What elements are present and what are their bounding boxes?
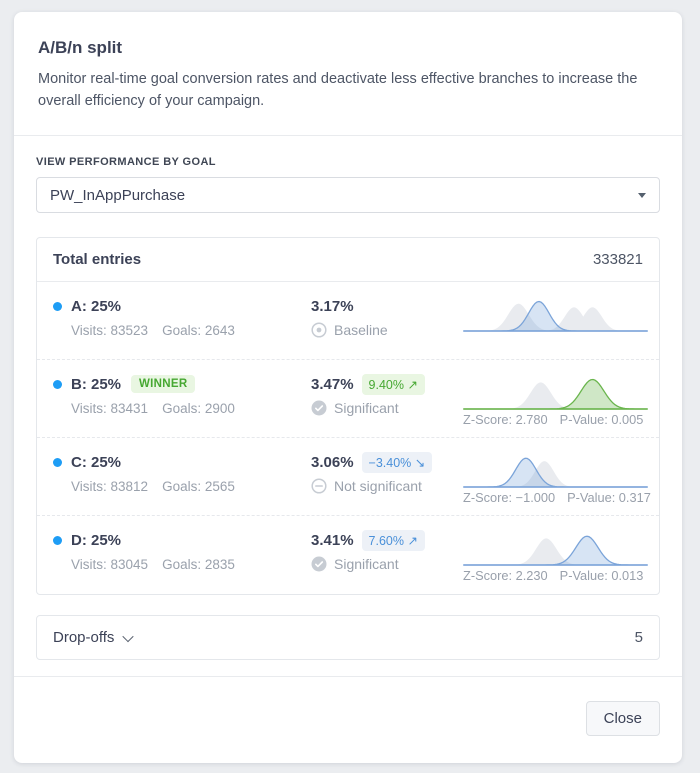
variant-goals: Goals: 2565 xyxy=(162,479,235,494)
goal-select-label: VIEW PERFORMANCE BY GOAL xyxy=(36,156,216,168)
dialog-header: A/B/n split Monitor real-time goal conve… xyxy=(14,12,682,136)
performance-table: Total entries 333821 A: 25% Visits: 8352… xyxy=(36,237,660,595)
p-value: P-Value: 0.005 xyxy=(559,412,644,427)
variant-goals: Goals: 2835 xyxy=(162,557,235,572)
dropoffs-value: 5 xyxy=(634,629,643,646)
total-entries-label: Total entries xyxy=(53,251,142,268)
distribution-chart xyxy=(463,378,648,410)
check-circle-icon xyxy=(311,556,327,572)
variant-row-b: B: 25% WINNER Visits: 83431 Goals: 2900 … xyxy=(37,360,659,438)
distribution-chart xyxy=(463,300,648,332)
winner-badge: WINNER xyxy=(131,375,196,393)
significance-status: Not significant xyxy=(334,478,422,494)
delta-badge: −3.40% ↘ xyxy=(361,451,433,473)
dropoffs-expander[interactable]: Drop-offs 5 xyxy=(36,615,660,660)
variant-row-d: D: 25% Visits: 83045 Goals: 2835 3.41% 7… xyxy=(37,516,659,594)
significance-status: Significant xyxy=(334,400,399,416)
distribution-chart xyxy=(463,535,648,566)
chevron-down-icon xyxy=(122,630,135,642)
p-value: P-Value: 0.317 xyxy=(567,490,651,505)
variant-goals: Goals: 2643 xyxy=(162,323,235,338)
check-circle-icon xyxy=(311,400,327,416)
dialog-footer: Close xyxy=(14,676,682,763)
baseline-icon xyxy=(311,322,327,338)
variant-visits: Visits: 83812 xyxy=(71,479,149,494)
variant-color-dot xyxy=(53,535,62,545)
significance-status: Significant xyxy=(334,556,399,572)
goal-select[interactable]: PW_InAppPurchase xyxy=(36,177,660,213)
variant-visits: Visits: 83045 xyxy=(71,557,149,572)
z-score: Z-Score: 2.780 xyxy=(463,412,548,427)
variant-name: C: 25% xyxy=(71,453,122,471)
dialog-title: A/B/n split xyxy=(38,38,123,57)
variant-visits: Visits: 83431 xyxy=(71,401,149,416)
minus-circle-icon xyxy=(311,478,327,494)
variant-row-a: A: 25% Visits: 83523 Goals: 2643 3.17% B… xyxy=(37,282,659,360)
variant-name: D: 25% xyxy=(71,531,122,549)
variant-color-dot xyxy=(53,301,62,311)
conversion-rate: 3.41% xyxy=(311,531,354,549)
z-score: Z-Score: −1.000 xyxy=(463,490,556,505)
variant-color-dot xyxy=(53,379,62,389)
delta-badge: 9.40% ↗ xyxy=(361,373,425,395)
dropoffs-label: Drop-offs xyxy=(53,629,115,646)
delta-badge: 7.60% ↗ xyxy=(361,529,425,551)
variant-name: B: 25% xyxy=(71,375,122,393)
abn-split-dialog: A/B/n split Monitor real-time goal conve… xyxy=(14,12,682,763)
variant-goals: Goals: 2900 xyxy=(162,401,235,416)
significance-status: Baseline xyxy=(334,322,388,338)
conversion-rate: 3.47% xyxy=(311,375,354,393)
distribution-chart xyxy=(463,457,648,488)
close-button[interactable]: Close xyxy=(585,701,660,736)
z-score: Z-Score: 2.230 xyxy=(463,568,548,583)
conversion-rate: 3.06% xyxy=(311,453,354,471)
p-value: P-Value: 0.013 xyxy=(559,568,644,583)
total-entries-row: Total entries 333821 xyxy=(37,238,659,282)
chevron-down-icon xyxy=(638,192,646,198)
variant-row-c: C: 25% Visits: 83812 Goals: 2565 3.06% −… xyxy=(37,438,659,516)
dialog-description: Monitor real-time goal conversion rates … xyxy=(38,71,638,109)
variant-visits: Visits: 83523 xyxy=(71,323,149,338)
dialog-body: VIEW PERFORMANCE BY GOAL PW_InAppPurchas… xyxy=(14,136,682,660)
variant-name: A: 25% xyxy=(71,297,122,315)
total-entries-value: 333821 xyxy=(592,251,643,268)
variant-color-dot xyxy=(53,457,62,467)
goal-select-value: PW_InAppPurchase xyxy=(50,186,186,204)
conversion-rate: 3.17% xyxy=(311,297,354,315)
